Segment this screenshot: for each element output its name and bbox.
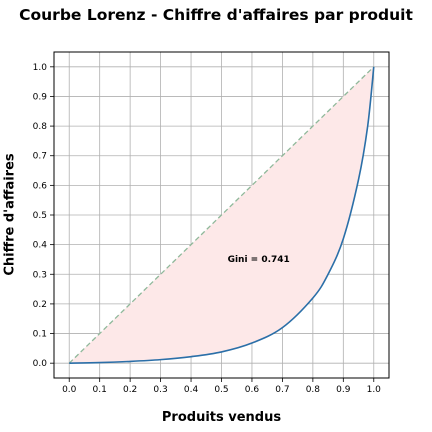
y-tick-label: 0.1	[33, 330, 47, 340]
x-tick-label: 0.0	[62, 385, 77, 395]
y-tick-label: 0.2	[33, 300, 47, 310]
y-tick-label: 0.5	[33, 211, 47, 221]
x-tick-label: 0.7	[275, 385, 289, 395]
y-tick-label: 0.7	[33, 152, 47, 162]
x-tick-label: 0.3	[153, 385, 167, 395]
y-tick-label: 0.4	[33, 241, 48, 251]
lorenz-curve	[69, 66, 375, 364]
x-tick-label: 0.5	[214, 385, 228, 395]
y-tick-label: 0.3	[33, 270, 47, 280]
equality-line	[68, 66, 375, 364]
x-tick-label: 1.0	[367, 385, 382, 395]
gini-annotation: Gini = 0.741	[228, 255, 290, 265]
x-tick-label: 0.1	[93, 385, 107, 395]
chart-title: Courbe Lorenz - Chiffre d'affaires par p…	[19, 6, 413, 24]
x-axis-label: Produits vendus	[161, 410, 282, 425]
x-tick-label: 0.8	[306, 385, 321, 395]
y-axis-label: Chiffre d'affaires	[2, 153, 18, 276]
y-tick-label: 0.8	[33, 122, 48, 132]
x-tick-label: 0.6	[245, 385, 260, 395]
x-tick-label: 0.4	[184, 385, 199, 395]
y-tick-label: 0.0	[33, 359, 48, 369]
x-tick-label: 0.2	[123, 385, 137, 395]
x-tick-label: 0.9	[336, 385, 351, 395]
y-tick-label: 1.0	[33, 63, 48, 73]
y-tick-label: 0.6	[33, 181, 48, 191]
y-tick-label: 0.9	[33, 92, 48, 102]
